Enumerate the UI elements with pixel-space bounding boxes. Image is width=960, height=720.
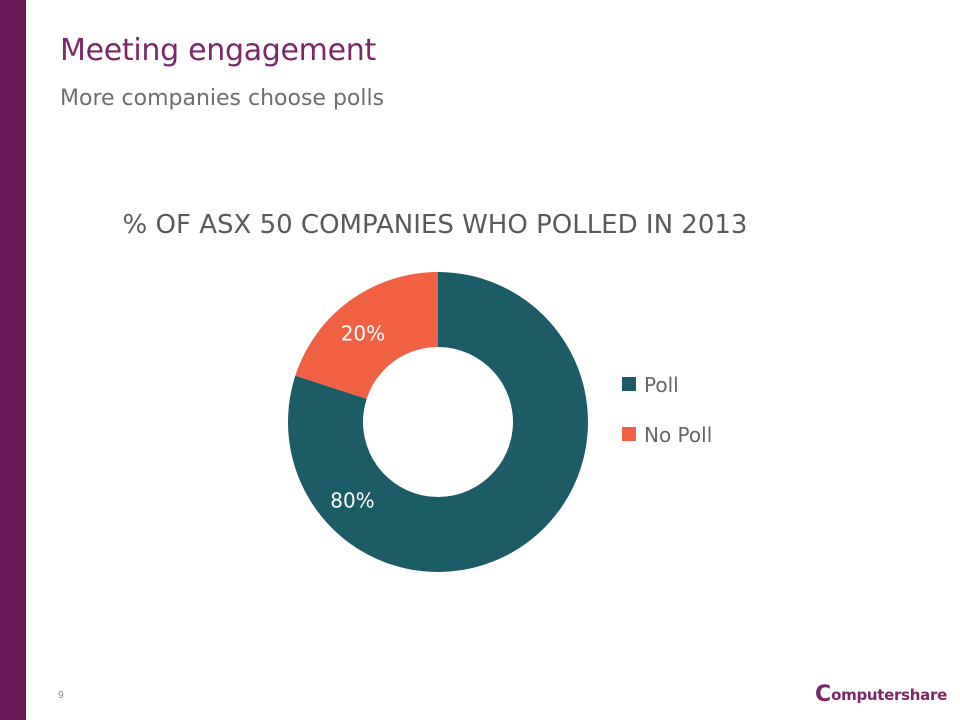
- slide-title: Meeting engagement: [60, 33, 376, 68]
- page-number: 9: [58, 690, 64, 701]
- chart-title: % OF ASX 50 COMPANIES WHO POLLED IN 2013: [123, 210, 748, 240]
- slice-label-poll: 80%: [330, 488, 374, 512]
- legend-label-poll: Poll: [644, 373, 679, 397]
- slide-subtitle: More companies choose polls: [60, 86, 385, 111]
- logo-text: omputershare: [831, 686, 947, 704]
- chart-slices: [288, 272, 588, 572]
- left-accent-bar: [0, 0, 26, 720]
- legend-swatch-poll: [622, 377, 636, 391]
- logo-mark: C: [815, 682, 832, 707]
- chart-slice-labels: 80% 20%: [330, 322, 385, 513]
- slice-label-no-poll: 20%: [341, 322, 385, 346]
- legend-swatch-no-poll: [622, 427, 636, 441]
- slice-no-poll: [295, 272, 438, 399]
- legend-label-no-poll: No Poll: [644, 423, 712, 447]
- chart-legend: Poll No Poll: [622, 373, 712, 447]
- computershare-logo: C omputershare: [815, 683, 947, 707]
- slice-poll: [288, 272, 588, 572]
